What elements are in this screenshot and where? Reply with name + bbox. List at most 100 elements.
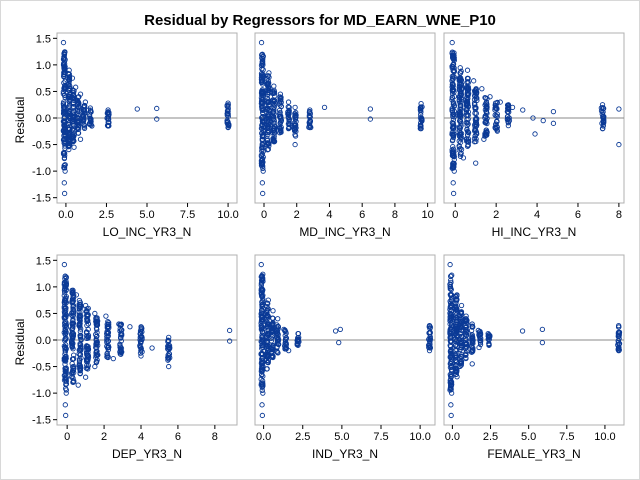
data-point — [264, 113, 271, 119]
data-point — [457, 151, 464, 157]
data-point — [463, 313, 469, 319]
data-point — [264, 316, 270, 322]
data-point — [616, 141, 622, 148]
data-point — [465, 75, 471, 82]
data-point — [292, 132, 298, 138]
data-point — [418, 107, 424, 113]
y-tick-label: -0.5 — [32, 362, 51, 374]
y-tick-label: -0.5 — [32, 140, 51, 152]
data-point — [463, 119, 470, 126]
x-tick-label: 7.5 — [180, 209, 195, 221]
data-point — [259, 156, 265, 163]
data-point — [292, 104, 298, 111]
data-point — [78, 355, 84, 361]
data-point — [448, 412, 454, 419]
data-point — [451, 168, 457, 174]
data-point — [61, 51, 67, 57]
data-point — [450, 180, 456, 186]
data-point — [450, 123, 456, 129]
data-point — [137, 337, 143, 343]
data-point — [76, 351, 82, 357]
y-tick-label: 1.5 — [36, 255, 51, 267]
data-point — [77, 324, 83, 330]
y-tick-label: 0.0 — [36, 335, 51, 347]
data-point — [70, 303, 76, 310]
data-point — [138, 353, 144, 359]
data-point — [449, 39, 455, 46]
data-point — [449, 88, 456, 94]
data-point — [63, 281, 69, 287]
data-point — [104, 109, 111, 116]
data-point — [283, 335, 290, 341]
data-point — [616, 347, 622, 354]
data-point — [138, 344, 144, 351]
data-point — [464, 67, 471, 73]
data-point — [450, 61, 456, 68]
data-point — [263, 308, 270, 314]
data-point — [481, 136, 487, 142]
data-point — [62, 326, 68, 332]
data-point — [505, 122, 512, 129]
data-point — [278, 118, 284, 124]
data-point — [127, 324, 133, 330]
data-point — [476, 344, 482, 351]
x-axis-label: MD_INC_YR3_N — [299, 225, 390, 239]
data-point — [494, 105, 500, 111]
data-point — [286, 125, 292, 131]
data-point — [530, 115, 536, 121]
data-point — [63, 378, 69, 385]
data-point — [484, 104, 490, 110]
x-tick-label: 10.0 — [594, 431, 615, 443]
data-point — [307, 124, 313, 131]
data-point — [277, 98, 283, 104]
chart-title: Residual by Regressors for MD_EARN_WNE_P… — [144, 12, 496, 29]
data-point — [258, 261, 264, 268]
y-tick-label: 1.0 — [36, 282, 51, 294]
data-point — [539, 326, 546, 333]
data-point — [270, 315, 276, 322]
data-point — [427, 339, 433, 345]
data-point — [463, 340, 470, 347]
data-point — [264, 106, 270, 113]
data-point — [448, 385, 454, 391]
y-tick-label: 0.5 — [36, 86, 51, 98]
data-point — [70, 287, 76, 293]
data-point — [336, 340, 342, 346]
data-point — [456, 86, 463, 92]
data-point — [77, 136, 84, 142]
data-point — [456, 111, 463, 118]
data-point — [457, 65, 463, 71]
data-point — [259, 74, 265, 80]
data-point — [600, 119, 607, 125]
data-point — [599, 102, 606, 108]
data-point — [270, 129, 276, 136]
data-point — [260, 154, 266, 160]
y-tick-label: 0.0 — [36, 113, 51, 125]
data-point — [105, 329, 111, 335]
data-point — [447, 338, 454, 345]
data-point — [104, 354, 110, 360]
data-point — [505, 114, 511, 120]
data-points — [447, 261, 623, 419]
data-point — [427, 337, 433, 343]
data-point — [82, 302, 89, 309]
data-point — [60, 89, 67, 95]
data-point — [61, 155, 68, 162]
data-point — [450, 190, 457, 197]
data-point — [486, 342, 492, 348]
data-point — [470, 345, 476, 351]
data-point — [105, 123, 111, 129]
data-point — [77, 352, 83, 358]
data-point — [88, 116, 94, 122]
data-point — [367, 106, 374, 112]
data-point — [282, 327, 288, 333]
data-point — [463, 107, 470, 113]
data-point — [61, 180, 67, 186]
data-point — [458, 302, 465, 309]
data-point — [224, 110, 230, 117]
data-point — [458, 119, 464, 125]
data-point — [69, 344, 76, 350]
data-point — [60, 108, 67, 114]
x-tick-label: 0.0 — [256, 431, 271, 443]
data-point — [453, 327, 459, 334]
